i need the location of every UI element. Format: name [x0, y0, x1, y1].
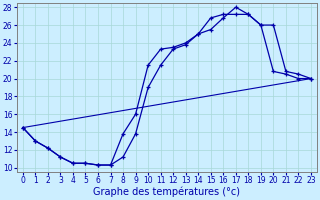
X-axis label: Graphe des températures (°c): Graphe des températures (°c): [93, 187, 240, 197]
